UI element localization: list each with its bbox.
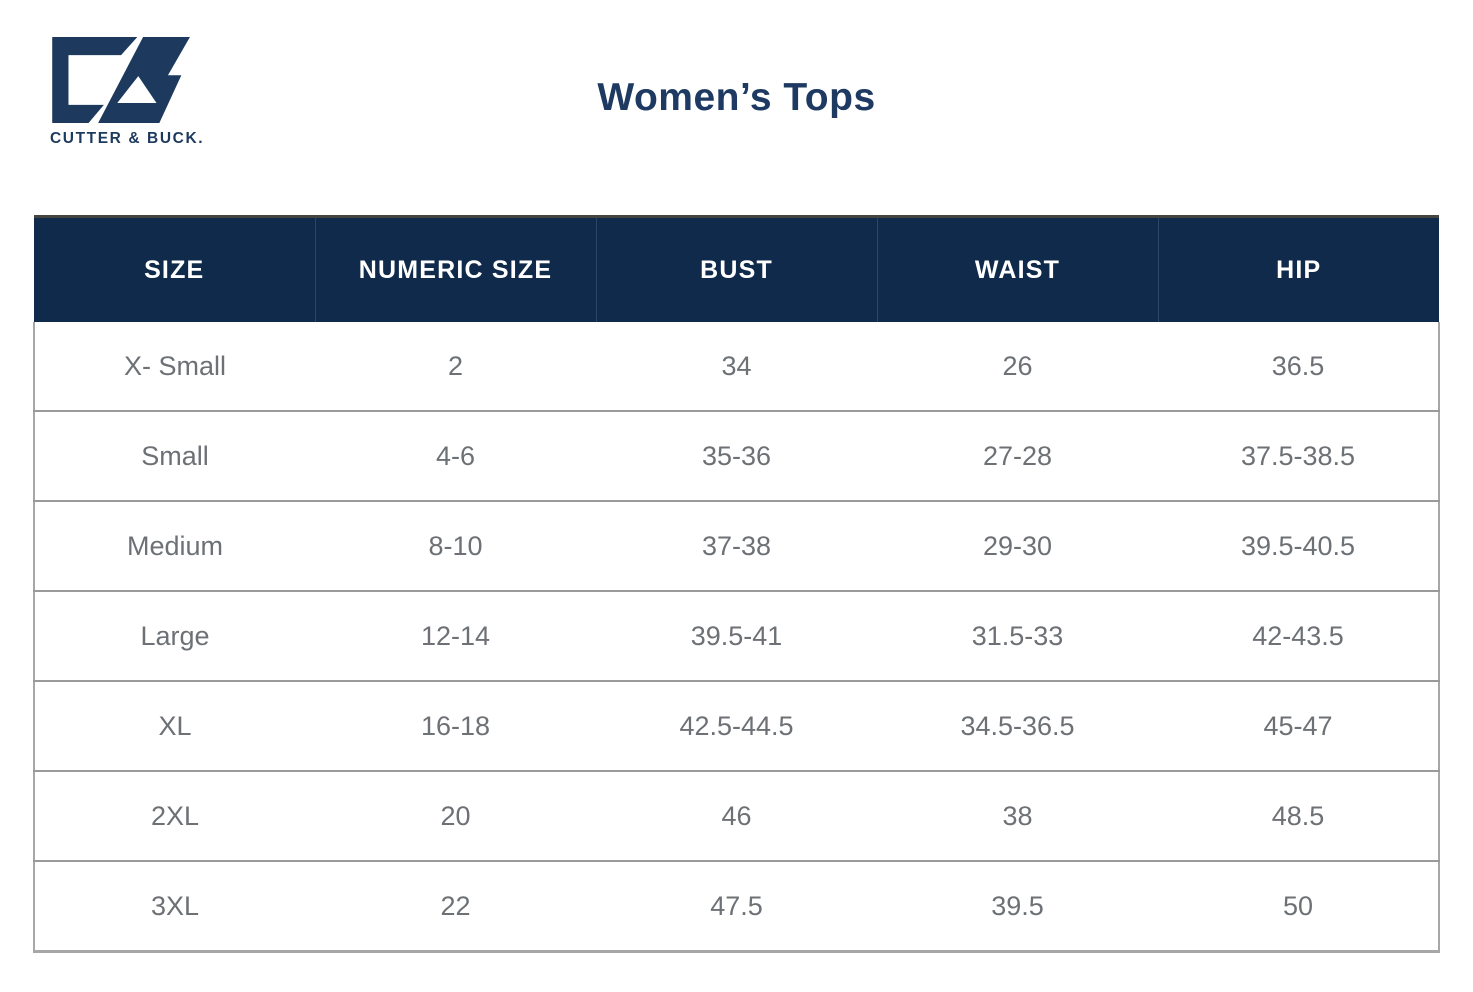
- table-cell: 4-6: [315, 411, 596, 502]
- table-cell: 36.5: [1158, 322, 1440, 412]
- table-cell: Large: [33, 591, 315, 682]
- brand-logo: CUTTER & BUCK.: [50, 36, 210, 148]
- table-cell: 39.5: [877, 861, 1158, 953]
- table-cell: 46: [596, 771, 877, 862]
- table-cell: 42-43.5: [1158, 591, 1440, 682]
- table-cell: 47.5: [596, 861, 877, 953]
- table-cell: 39.5-40.5: [1158, 501, 1440, 592]
- table-cell: 50: [1158, 861, 1440, 953]
- header-cell: SIZE: [34, 215, 316, 322]
- page-title: Women’s Tops: [597, 76, 876, 119]
- cb-monogram-icon: [52, 36, 190, 124]
- table-cell: 34: [596, 322, 877, 412]
- header-cell: NUMERIC SIZE: [315, 215, 597, 322]
- table-cell: 34.5-36.5: [877, 681, 1158, 772]
- table-cell: 29-30: [877, 501, 1158, 592]
- table-cell: 8-10: [315, 501, 596, 592]
- table-cell: 38: [877, 771, 1158, 862]
- table-row: Small 4-6 35-36 27-28 37.5-38.5: [33, 411, 1440, 502]
- table-cell: 42.5-44.5: [596, 681, 877, 772]
- table-cell: 37.5-38.5: [1158, 411, 1440, 502]
- header-cell: HIP: [1158, 215, 1439, 322]
- table-row: 3XL 22 47.5 39.5 50: [33, 861, 1440, 953]
- table-row: XL 16-18 42.5-44.5 34.5-36.5 45-47: [33, 681, 1440, 772]
- table-cell: 3XL: [33, 861, 315, 953]
- table-row: Medium 8-10 37-38 29-30 39.5-40.5: [33, 501, 1440, 592]
- table-body: X- Small 2 34 26 36.5 Small 4-6 35-36 27-28 37.5-…: [33, 322, 1440, 953]
- table-cell: 2: [315, 322, 596, 412]
- table-cell: 12-14: [315, 591, 596, 682]
- table-header-row: SIZE NUMERIC SIZE BUST WAIST HIP: [34, 215, 1439, 322]
- table-cell: 27-28: [877, 411, 1158, 502]
- table-cell: 35-36: [596, 411, 877, 502]
- table-cell: 16-18: [315, 681, 596, 772]
- table-row: X- Small 2 34 26 36.5: [33, 322, 1440, 412]
- table-cell: Small: [33, 411, 315, 502]
- table-row: Large 12-14 39.5-41 31.5-33 42-43.5: [33, 591, 1440, 682]
- table-cell: 37-38: [596, 501, 877, 592]
- table-cell: 39.5-41: [596, 591, 877, 682]
- header-cell: WAIST: [877, 215, 1159, 322]
- table-cell: 22: [315, 861, 596, 953]
- table-header: SIZE NUMERIC SIZE BUST WAIST HIP: [34, 215, 1439, 322]
- table-cell: 20: [315, 771, 596, 862]
- header-cell: BUST: [596, 215, 878, 322]
- table-cell: 31.5-33: [877, 591, 1158, 682]
- size-table: SIZE NUMERIC SIZE BUST WAIST HIP X- Small 2 34…: [33, 215, 1440, 953]
- table-cell: 48.5: [1158, 771, 1440, 862]
- table-cell: 45-47: [1158, 681, 1440, 772]
- table-cell: X- Small: [33, 322, 315, 412]
- table-cell: 2XL: [33, 771, 315, 862]
- table-row: 2XL 20 46 38 48.5: [33, 771, 1440, 862]
- table-cell: 26: [877, 322, 1158, 412]
- table-cell: Medium: [33, 501, 315, 592]
- brand-wordmark: CUTTER & BUCK.: [50, 130, 205, 147]
- table-cell: XL: [33, 681, 315, 772]
